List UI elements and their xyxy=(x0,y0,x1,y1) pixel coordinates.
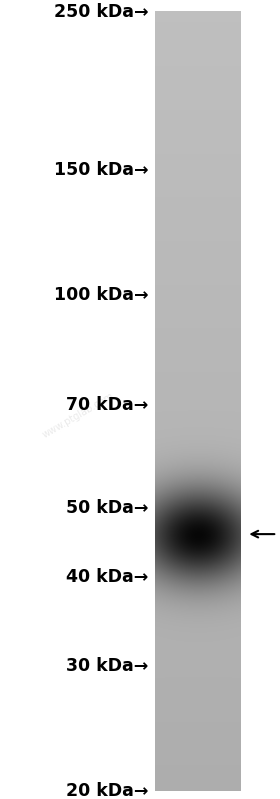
Text: 50 kDa→: 50 kDa→ xyxy=(66,499,148,518)
Text: 250 kDa→: 250 kDa→ xyxy=(54,3,148,21)
Text: 150 kDa→: 150 kDa→ xyxy=(54,161,148,178)
Text: 30 kDa→: 30 kDa→ xyxy=(66,657,148,675)
Text: www.ptglab.com: www.ptglab.com xyxy=(41,391,116,440)
Text: 100 kDa→: 100 kDa→ xyxy=(54,285,148,304)
Text: 70 kDa→: 70 kDa→ xyxy=(66,396,148,414)
Text: 20 kDa→: 20 kDa→ xyxy=(66,782,148,799)
Text: 40 kDa→: 40 kDa→ xyxy=(66,568,148,586)
